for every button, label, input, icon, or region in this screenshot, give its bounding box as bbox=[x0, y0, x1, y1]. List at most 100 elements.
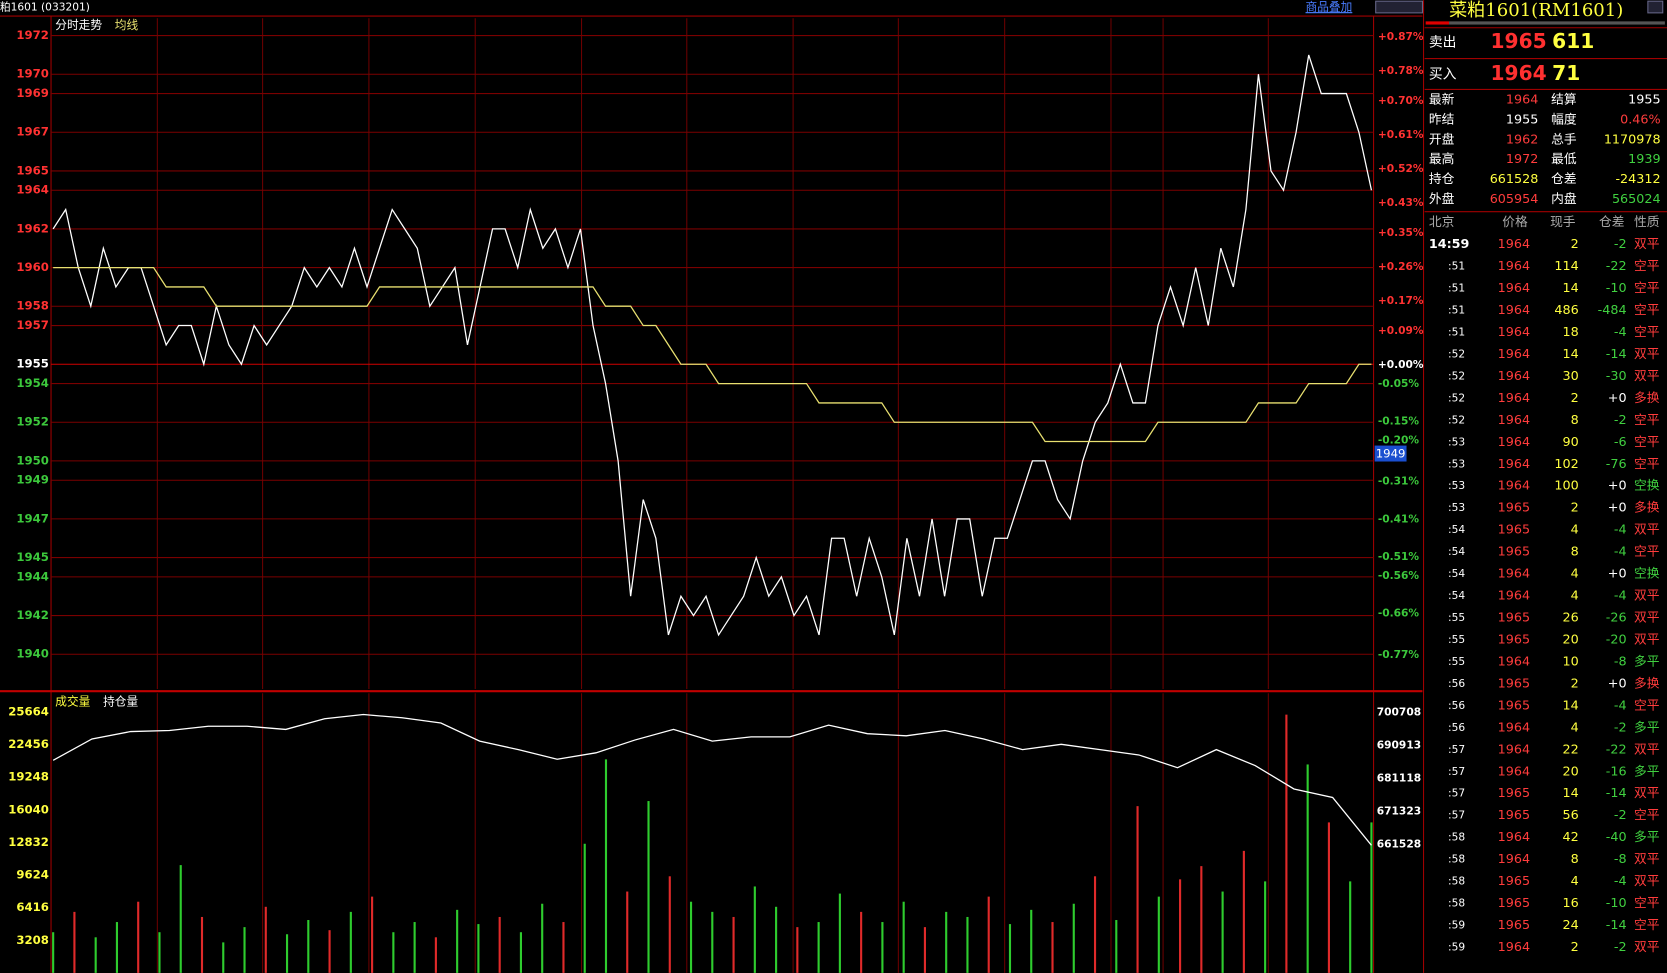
tick-nature: 空平 bbox=[1634, 545, 1660, 560]
volume-bar bbox=[1030, 909, 1033, 973]
tick-volume: 114 bbox=[1554, 259, 1578, 274]
y-tick-label: 25664 bbox=[8, 704, 49, 718]
tick-oi-change: -14 bbox=[1606, 786, 1627, 801]
tick-nature: 多平 bbox=[1634, 764, 1660, 779]
volume-bar bbox=[541, 903, 544, 973]
volume-bar bbox=[264, 906, 267, 973]
tick-time: :52 bbox=[1448, 391, 1465, 404]
y-tick-label: 1970 bbox=[16, 67, 49, 81]
panel-button[interactable] bbox=[1647, 0, 1664, 14]
y-tick-label: 1965 bbox=[16, 163, 49, 177]
tick-time: :58 bbox=[1448, 853, 1465, 866]
tick-oi-change: -76 bbox=[1606, 457, 1627, 472]
quote-field-value: 1955 bbox=[1628, 93, 1660, 108]
volume-bar bbox=[200, 916, 204, 973]
y2-tick-label: +0.87% bbox=[1378, 30, 1424, 43]
y-tick-label: 16040 bbox=[8, 802, 49, 816]
quote-field-label: 持仓 bbox=[1429, 172, 1455, 187]
tick-oi-change: +0 bbox=[1608, 676, 1627, 691]
price-line bbox=[53, 266, 1372, 443]
window-buttons[interactable] bbox=[1375, 0, 1424, 14]
tick-time: :53 bbox=[1448, 457, 1465, 470]
tick-volume: 20 bbox=[1563, 632, 1579, 647]
legend-label: 持仓量 bbox=[103, 694, 138, 708]
quote-field-label: 最低 bbox=[1551, 152, 1577, 167]
tick-oi-change: -4 bbox=[1614, 874, 1627, 889]
tick-oi-change: -26 bbox=[1606, 611, 1627, 626]
tick-price: 1965 bbox=[1498, 545, 1530, 560]
tick-nature: 空换 bbox=[1634, 567, 1660, 582]
tick-oi-change: -16 bbox=[1606, 764, 1627, 779]
tick-price: 1964 bbox=[1498, 259, 1530, 274]
ticks-header: 性质 bbox=[1634, 215, 1660, 230]
volume-bar bbox=[1157, 896, 1160, 973]
y-tick-label: 1944 bbox=[16, 569, 49, 583]
volume-bar bbox=[562, 922, 565, 973]
tick-nature: 多换 bbox=[1634, 391, 1660, 406]
tick-price: 1964 bbox=[1498, 589, 1530, 604]
tick-time: :58 bbox=[1448, 831, 1465, 844]
y2-tick-label: -0.31% bbox=[1378, 475, 1420, 488]
tick-nature: 空平 bbox=[1634, 303, 1660, 318]
tick-time: :56 bbox=[1448, 699, 1465, 712]
y-tick-label: 3208 bbox=[16, 933, 49, 947]
tick-volume: 486 bbox=[1554, 303, 1578, 318]
tick-volume: 4 bbox=[1571, 874, 1579, 889]
y-tick-label: 1947 bbox=[16, 511, 49, 525]
volume-bar bbox=[881, 922, 884, 973]
tick-nature: 双平 bbox=[1634, 369, 1660, 384]
tick-time: :57 bbox=[1448, 743, 1465, 756]
y2-tick-label: 690913 bbox=[1377, 738, 1421, 751]
tick-price: 1965 bbox=[1498, 896, 1530, 911]
tick-price: 1964 bbox=[1498, 830, 1530, 845]
y-tick-label: 1950 bbox=[16, 453, 49, 467]
quote-field-value: 1939 bbox=[1628, 152, 1660, 167]
volume-bar bbox=[137, 901, 140, 973]
tick-volume: 8 bbox=[1571, 413, 1579, 428]
volume-bar bbox=[1349, 881, 1352, 973]
y-tick-label: 12832 bbox=[8, 835, 49, 849]
quote-field-label: 开盘 bbox=[1429, 131, 1455, 147]
quote-price: 1964 bbox=[1491, 61, 1547, 85]
y2-tick-label: -0.66% bbox=[1378, 607, 1420, 620]
volume-bar bbox=[604, 759, 608, 973]
quote-volume: 611 bbox=[1552, 29, 1594, 53]
tick-nature: 空平 bbox=[1634, 435, 1660, 450]
tick-price: 1964 bbox=[1498, 303, 1530, 318]
tick-time: :59 bbox=[1448, 940, 1465, 953]
y2-tick-label: +0.70% bbox=[1378, 94, 1424, 107]
tick-price: 1964 bbox=[1498, 567, 1530, 582]
quote-field-value: 661528 bbox=[1490, 172, 1539, 187]
quote-field-label: 最新 bbox=[1429, 92, 1455, 108]
y2-tick-label: +0.43% bbox=[1378, 196, 1424, 209]
volume-bar bbox=[668, 876, 671, 973]
tick-oi-change: -14 bbox=[1606, 918, 1627, 933]
tick-nature: 空换 bbox=[1634, 479, 1660, 494]
y-tick-label: 22456 bbox=[8, 737, 49, 751]
tick-price: 1964 bbox=[1498, 457, 1530, 472]
volume-bar bbox=[498, 916, 501, 973]
tick-volume: 26 bbox=[1563, 611, 1579, 626]
tick-oi-change: -2 bbox=[1614, 413, 1627, 428]
tick-oi-change: -4 bbox=[1614, 698, 1627, 713]
volume-bar bbox=[1072, 903, 1075, 973]
tick-oi-change: -10 bbox=[1606, 281, 1627, 296]
tick-nature: 空平 bbox=[1634, 259, 1660, 274]
tick-time: :53 bbox=[1448, 479, 1465, 492]
ticks-header: 仓差 bbox=[1599, 215, 1625, 230]
volume-bar bbox=[73, 911, 76, 973]
volume-bar bbox=[1008, 924, 1012, 973]
overlay-link[interactable]: 商品叠加 bbox=[1306, 0, 1353, 14]
quote-field-label: 仓差 bbox=[1551, 172, 1576, 187]
price-line bbox=[52, 54, 1373, 637]
quote-field-value: -24312 bbox=[1615, 172, 1660, 187]
volume-bar bbox=[1327, 822, 1330, 973]
tick-price: 1965 bbox=[1498, 611, 1530, 626]
instrument-title: 粕1601 (033201) bbox=[0, 1, 90, 14]
volume-bar bbox=[1306, 764, 1309, 973]
tick-volume: 14 bbox=[1563, 698, 1579, 713]
volume-bar bbox=[902, 901, 905, 973]
y2-tick-label: +0.52% bbox=[1378, 162, 1424, 175]
tick-volume: 24 bbox=[1563, 918, 1579, 933]
volume-bar bbox=[243, 927, 246, 973]
